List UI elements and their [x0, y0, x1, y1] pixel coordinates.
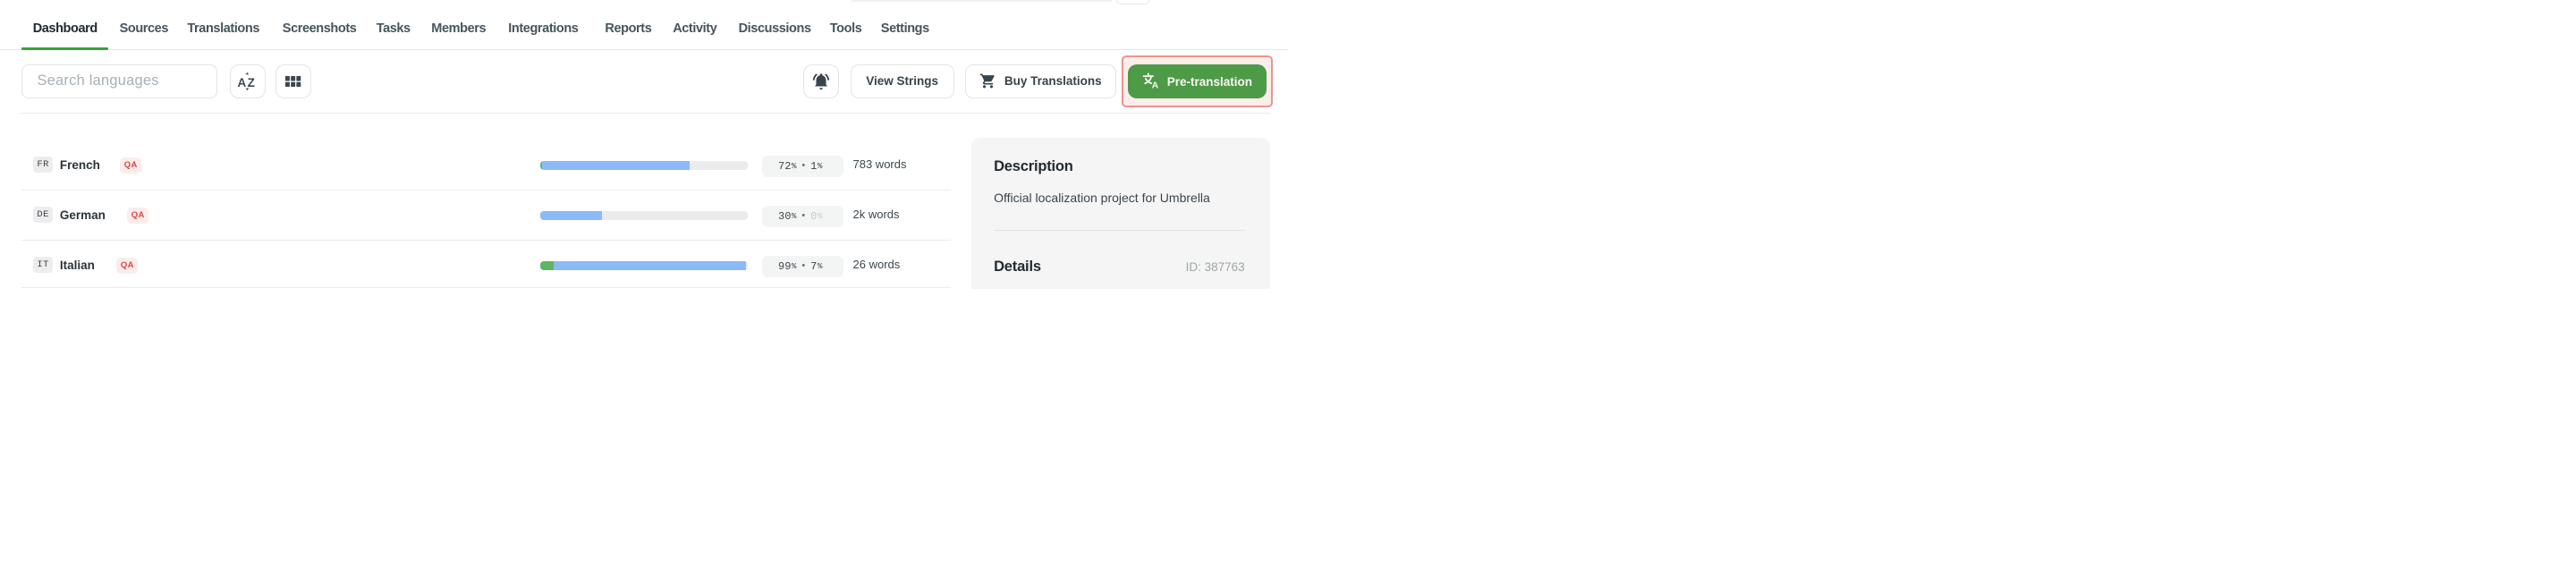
svg-text:A: A [237, 76, 246, 89]
svg-text:A: A [1151, 81, 1158, 90]
svg-text:Z: Z [247, 76, 254, 89]
